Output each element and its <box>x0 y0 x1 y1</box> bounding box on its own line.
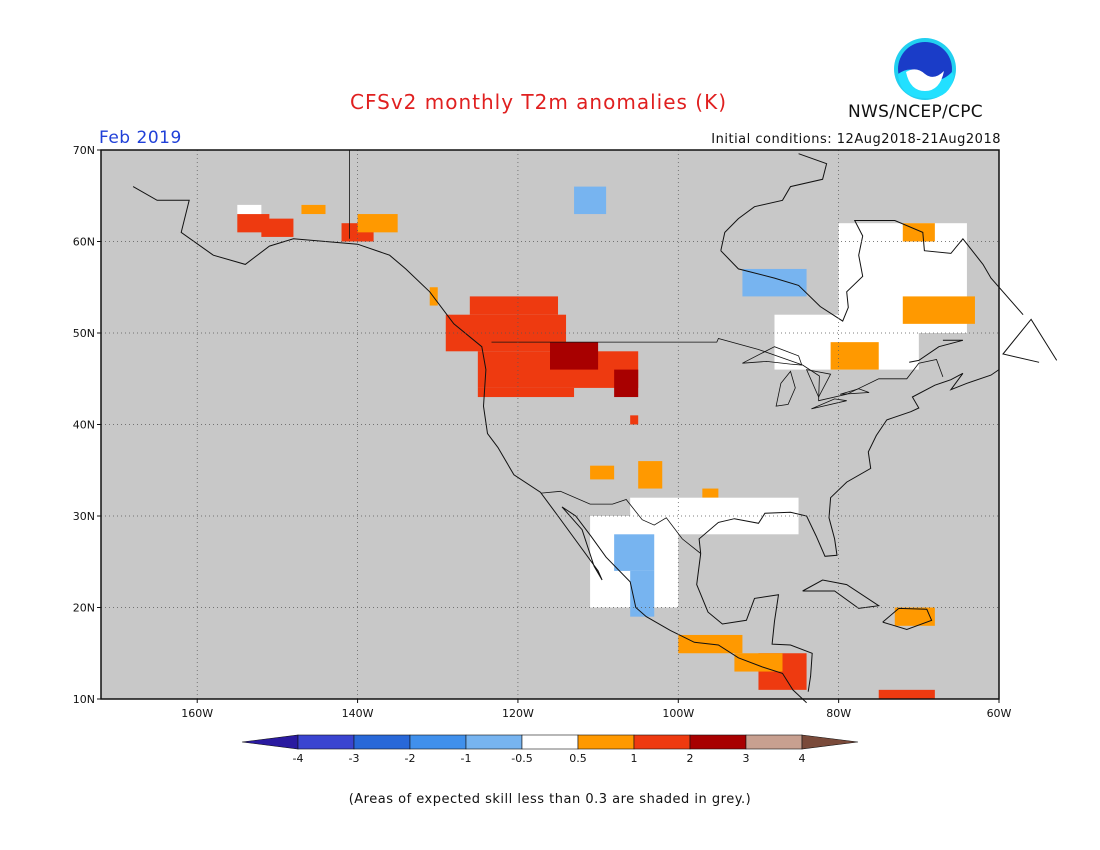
skill-note: (Areas of expected skill less than 0.3 a… <box>348 792 752 807</box>
anomaly-region-caribbean-orange <box>894 607 935 626</box>
anomaly-region-pnw-warm-4 <box>469 296 559 315</box>
colorbar-swatch <box>577 734 635 750</box>
anomaly-region-nm-orange-1 <box>590 465 615 480</box>
coastline-4 <box>802 579 881 609</box>
anomaly-region-quebec-orange-2 <box>830 342 879 370</box>
anomaly-region-greenland-blue <box>574 186 607 215</box>
coastline-9 <box>1002 318 1058 363</box>
lake-1 <box>742 346 803 366</box>
map-title: CFSv2 monthly T2m anomalies (K) <box>350 90 727 114</box>
colorbar-label: -2 <box>405 752 416 765</box>
anomaly-region-quebec-orange-1 <box>902 296 975 324</box>
colorbar-label: -4 <box>293 752 304 765</box>
map-axes: 160W 140W 120W 100W 80W 60W 10N 20N 30N 40N 50N 60N… <box>73 144 1012 720</box>
anomaly-region-alaska-orange-1 <box>301 204 326 215</box>
colorbar-swatch <box>689 734 747 750</box>
colorbar-label: -3 <box>349 752 360 765</box>
lake-5 <box>840 388 870 395</box>
lat-tick-label: 70N <box>73 144 95 157</box>
lat-tick-label: 50N <box>73 327 95 340</box>
colorbar-swatch <box>297 734 355 750</box>
initial-conditions: Initial conditions: 12Aug2018-21Aug2018 <box>711 132 1001 147</box>
colorbar-swatch <box>745 734 803 750</box>
coastline-3 <box>696 553 813 692</box>
colorbar-swatch <box>801 734 859 750</box>
coastline-2 <box>698 369 1000 557</box>
colorbar-label: 0.5 <box>569 752 587 765</box>
colorbar-swatch <box>241 734 299 750</box>
anomaly-region-pnw-warm-3 <box>477 387 575 398</box>
colorbar-swatch <box>521 734 579 750</box>
anomaly-region-alaska-warm-2 <box>261 218 294 237</box>
noaa-logo-icon <box>894 38 956 100</box>
coastline-5 <box>882 607 933 631</box>
lat-tick-label: 60N <box>73 236 95 249</box>
coastline-7 <box>720 153 828 251</box>
colorbar-label: -1 <box>461 752 472 765</box>
colorbar-label: 2 <box>687 752 694 765</box>
colorbar-swatch <box>409 734 467 750</box>
lon-tick-label: 120W <box>502 707 534 720</box>
forecast-month: Feb 2019 <box>99 128 182 148</box>
colorbar-swatch <box>465 734 523 750</box>
anomaly-region-wyoming-hot <box>614 369 639 398</box>
lat-tick-label: 40N <box>73 419 95 432</box>
anomaly-region-tx-orange <box>702 488 719 498</box>
lake-4 <box>811 398 847 410</box>
colorbar-label: 3 <box>743 752 750 765</box>
lon-tick-label: 80W <box>826 707 851 720</box>
colorbar-label: -0.5 <box>511 752 532 765</box>
agency-label: NWS/NCEP/CPC <box>848 102 983 122</box>
coastline-8 <box>909 339 964 363</box>
lake-3 <box>805 369 832 398</box>
lat-tick-label: 20N <box>73 602 95 615</box>
map-frame <box>100 149 1000 700</box>
border-2 <box>491 338 944 402</box>
anomaly-region-yukon-orange <box>357 214 398 233</box>
anomaly-region-mexico-blue-2 <box>630 570 655 617</box>
lat-tick-label: 10N <box>73 693 95 706</box>
anomaly-region-central-america-orange <box>734 653 783 672</box>
colorbar: -4 -3 -2 -1 -0.5 0.5 1 2 3 4 <box>241 734 859 765</box>
colorbar-swatch <box>353 734 411 750</box>
anomaly-region-alaska-white <box>237 204 262 215</box>
colorbar-label: 1 <box>631 752 638 765</box>
border-3 <box>541 490 701 554</box>
lon-tick-label: 100W <box>662 707 694 720</box>
colorbar-label: 4 <box>799 752 806 765</box>
anomaly-region-mexico-blue-1 <box>614 534 655 571</box>
anomaly-region-nm-orange-2 <box>638 461 663 489</box>
map-plot-area <box>101 150 1058 704</box>
lon-tick-label: 140W <box>342 707 374 720</box>
anomaly-region-co-warm <box>630 415 639 425</box>
lake-2 <box>775 370 796 407</box>
lon-tick-label: 160W <box>181 707 213 720</box>
coastline-6 <box>720 220 1024 322</box>
anomaly-region-hudson-blue <box>742 268 807 297</box>
colorbar-swatch <box>633 734 691 750</box>
coastline-1 <box>132 186 807 704</box>
lat-tick-label: 30N <box>73 510 95 523</box>
anomaly-region-montana-hot-1 <box>550 342 599 370</box>
lon-tick-label: 60W <box>987 707 1012 720</box>
anomaly-region-venezuela-warm <box>878 689 935 699</box>
